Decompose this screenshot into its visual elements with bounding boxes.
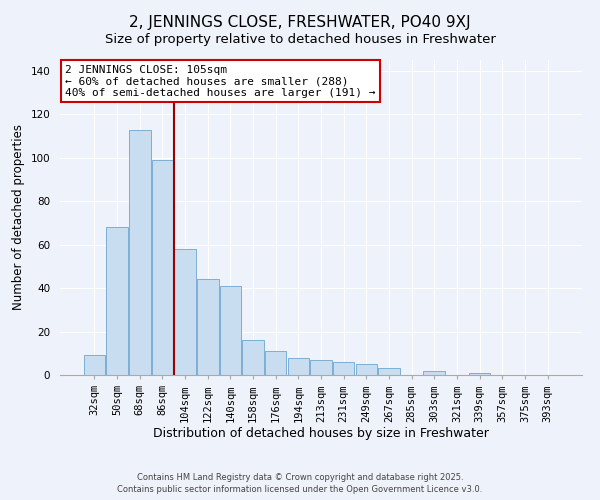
Bar: [310, 360, 332, 375]
Bar: [242, 340, 264, 375]
Bar: [356, 364, 377, 375]
Bar: [152, 160, 173, 375]
Bar: [424, 370, 445, 375]
Bar: [287, 358, 309, 375]
Bar: [84, 356, 105, 375]
Bar: [175, 249, 196, 375]
Bar: [197, 280, 218, 375]
Bar: [469, 373, 490, 375]
Bar: [106, 228, 128, 375]
X-axis label: Distribution of detached houses by size in Freshwater: Distribution of detached houses by size …: [153, 427, 489, 440]
Text: 2 JENNINGS CLOSE: 105sqm
← 60% of detached houses are smaller (288)
40% of semi-: 2 JENNINGS CLOSE: 105sqm ← 60% of detach…: [65, 64, 376, 98]
Bar: [220, 286, 241, 375]
Text: 2, JENNINGS CLOSE, FRESHWATER, PO40 9XJ: 2, JENNINGS CLOSE, FRESHWATER, PO40 9XJ: [129, 15, 471, 30]
Text: Contains HM Land Registry data © Crown copyright and database right 2025.
Contai: Contains HM Land Registry data © Crown c…: [118, 472, 482, 494]
Y-axis label: Number of detached properties: Number of detached properties: [12, 124, 25, 310]
Bar: [378, 368, 400, 375]
Bar: [265, 351, 286, 375]
Text: Size of property relative to detached houses in Freshwater: Size of property relative to detached ho…: [104, 32, 496, 46]
Bar: [129, 130, 151, 375]
Bar: [333, 362, 355, 375]
